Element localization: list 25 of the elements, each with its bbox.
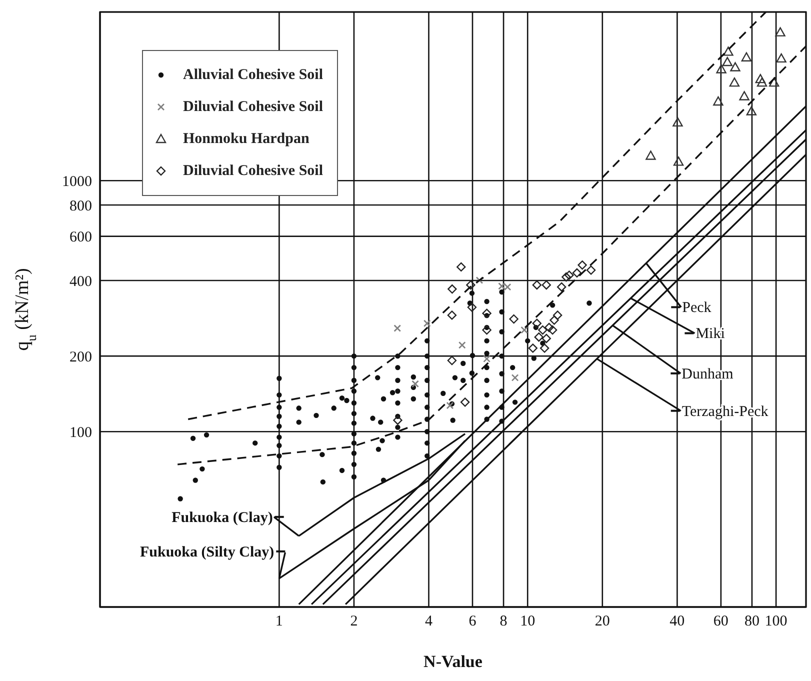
x-tick-label: 60 (713, 614, 728, 630)
series-label: Fukuoka (Silty Clay) (140, 544, 274, 560)
y-tick-label: 600 (70, 230, 92, 246)
x-tick-label: 6 (468, 614, 477, 630)
x-axis-title: N-Value (424, 652, 483, 671)
series-label: Fukuoka (Clay) (172, 510, 273, 526)
legend-label: Diluvial Cohesive Soil (183, 162, 324, 180)
legend-label: Diluvial Cohesive Soil (183, 98, 324, 116)
x-tick-label: 40 (670, 614, 685, 630)
legend-label: Honmoku Hardpan (183, 130, 310, 148)
x-tick-label: 8 (500, 614, 508, 630)
x-tick-label: 2 (350, 614, 358, 630)
x-tick-label: 80 (744, 614, 760, 630)
y-tick-label: 1000 (62, 174, 92, 190)
x-tick-label: 20 (594, 614, 610, 630)
x-tick-label: 10 (520, 614, 536, 630)
y-tick-label: 200 (70, 349, 92, 366)
legend-label: Alluvial Cohesive Soil (183, 66, 324, 84)
x-tick-label: 4 (425, 614, 433, 630)
y-tick-label: 100 (70, 424, 92, 441)
legend-label: Peck (682, 300, 712, 316)
x-tick-label: 1 (275, 614, 283, 630)
x-tick-label: 100 (764, 614, 788, 630)
y-tick-label: 400 (70, 274, 92, 290)
y-tick-label: 800 (70, 198, 92, 214)
